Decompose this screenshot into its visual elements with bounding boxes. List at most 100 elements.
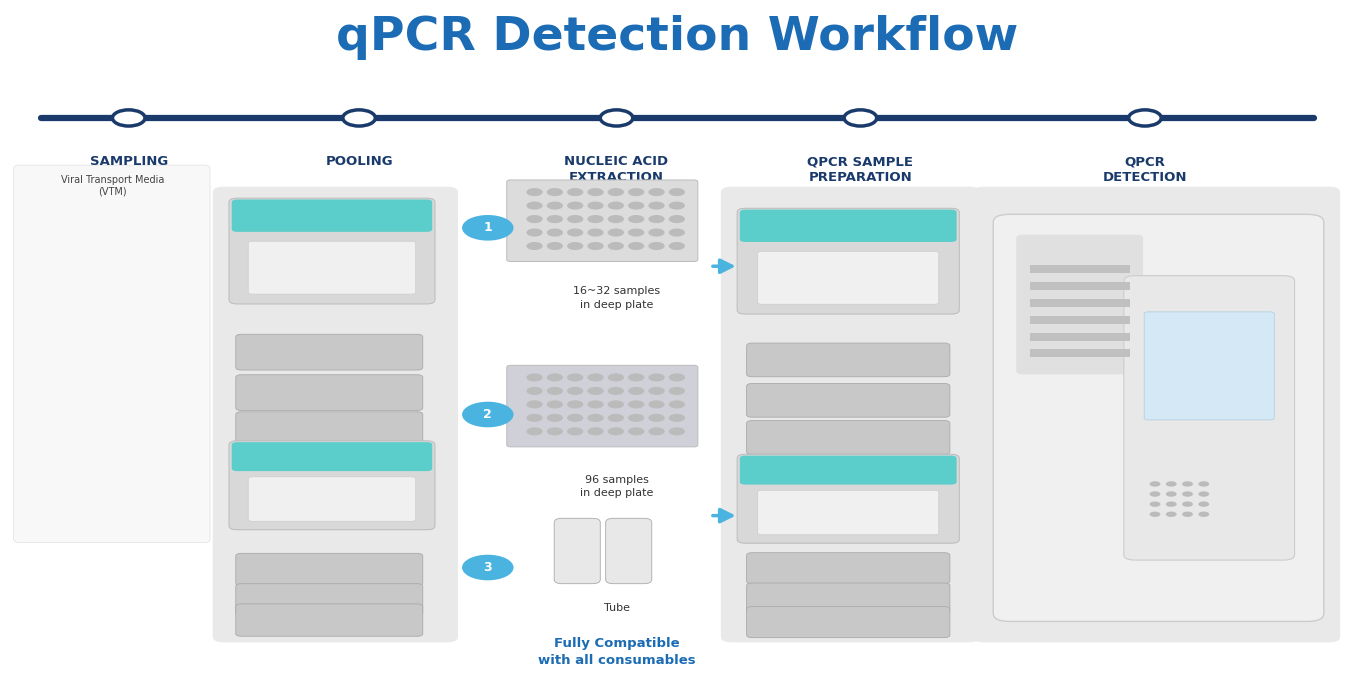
- Circle shape: [526, 228, 542, 237]
- Circle shape: [1129, 110, 1161, 126]
- Circle shape: [1165, 481, 1176, 487]
- FancyBboxPatch shape: [507, 365, 698, 447]
- Circle shape: [526, 414, 542, 422]
- FancyBboxPatch shape: [1030, 282, 1130, 290]
- FancyBboxPatch shape: [236, 604, 423, 636]
- Text: QPCR
DETECTION: QPCR DETECTION: [1103, 155, 1187, 183]
- Circle shape: [1182, 512, 1192, 517]
- Circle shape: [1182, 501, 1192, 507]
- Circle shape: [547, 373, 564, 381]
- Circle shape: [547, 427, 564, 435]
- Circle shape: [588, 373, 604, 381]
- Circle shape: [669, 414, 684, 422]
- Circle shape: [649, 427, 665, 435]
- Circle shape: [568, 387, 584, 395]
- Circle shape: [669, 387, 684, 395]
- Circle shape: [649, 414, 665, 422]
- Circle shape: [649, 202, 665, 210]
- Circle shape: [1182, 481, 1192, 487]
- FancyBboxPatch shape: [1030, 315, 1130, 324]
- FancyBboxPatch shape: [236, 412, 423, 448]
- Circle shape: [588, 427, 604, 435]
- Circle shape: [669, 228, 684, 237]
- Circle shape: [629, 373, 645, 381]
- Circle shape: [629, 228, 645, 237]
- Circle shape: [649, 215, 665, 223]
- Circle shape: [568, 400, 584, 408]
- Circle shape: [568, 427, 584, 435]
- FancyBboxPatch shape: [993, 214, 1324, 621]
- FancyBboxPatch shape: [1030, 349, 1130, 357]
- FancyBboxPatch shape: [213, 187, 458, 642]
- FancyBboxPatch shape: [747, 553, 950, 584]
- Circle shape: [112, 110, 145, 126]
- Circle shape: [1149, 481, 1160, 487]
- Circle shape: [607, 427, 623, 435]
- Circle shape: [607, 202, 623, 210]
- FancyBboxPatch shape: [757, 490, 939, 534]
- Circle shape: [526, 215, 542, 223]
- Circle shape: [568, 414, 584, 422]
- Circle shape: [607, 242, 623, 250]
- FancyBboxPatch shape: [236, 375, 423, 410]
- Circle shape: [669, 188, 684, 196]
- FancyBboxPatch shape: [747, 384, 950, 417]
- Circle shape: [607, 414, 623, 422]
- Circle shape: [600, 110, 633, 126]
- Circle shape: [649, 400, 665, 408]
- FancyBboxPatch shape: [236, 553, 423, 586]
- FancyBboxPatch shape: [507, 180, 698, 262]
- Circle shape: [1165, 491, 1176, 497]
- Circle shape: [607, 188, 623, 196]
- FancyBboxPatch shape: [737, 208, 959, 314]
- FancyBboxPatch shape: [747, 607, 950, 638]
- Circle shape: [568, 202, 584, 210]
- Circle shape: [568, 228, 584, 237]
- Circle shape: [629, 188, 645, 196]
- Circle shape: [526, 427, 542, 435]
- FancyBboxPatch shape: [757, 251, 939, 304]
- Circle shape: [629, 400, 645, 408]
- Circle shape: [588, 215, 604, 223]
- Circle shape: [526, 202, 542, 210]
- FancyBboxPatch shape: [721, 187, 980, 642]
- Circle shape: [607, 373, 623, 381]
- Text: SAMPLING: SAMPLING: [89, 155, 168, 168]
- FancyBboxPatch shape: [1123, 276, 1294, 560]
- FancyBboxPatch shape: [236, 584, 423, 616]
- Circle shape: [629, 242, 645, 250]
- Circle shape: [568, 242, 584, 250]
- Circle shape: [1198, 491, 1209, 497]
- Circle shape: [1182, 491, 1192, 497]
- Circle shape: [1149, 501, 1160, 507]
- Text: POOLING: POOLING: [325, 155, 393, 168]
- Circle shape: [568, 188, 584, 196]
- FancyBboxPatch shape: [229, 198, 435, 304]
- Circle shape: [649, 228, 665, 237]
- FancyBboxPatch shape: [554, 518, 600, 584]
- Circle shape: [547, 188, 564, 196]
- FancyBboxPatch shape: [1030, 299, 1130, 307]
- Circle shape: [629, 215, 645, 223]
- Circle shape: [462, 215, 514, 241]
- FancyBboxPatch shape: [14, 165, 210, 543]
- Circle shape: [568, 373, 584, 381]
- Circle shape: [649, 242, 665, 250]
- Circle shape: [588, 400, 604, 408]
- Circle shape: [669, 373, 684, 381]
- FancyBboxPatch shape: [1030, 332, 1130, 340]
- Circle shape: [649, 373, 665, 381]
- FancyBboxPatch shape: [747, 343, 950, 377]
- Text: 1: 1: [484, 221, 492, 235]
- Circle shape: [1149, 491, 1160, 497]
- Circle shape: [669, 242, 684, 250]
- FancyBboxPatch shape: [606, 518, 652, 584]
- Circle shape: [547, 215, 564, 223]
- Circle shape: [462, 555, 514, 580]
- FancyBboxPatch shape: [232, 200, 432, 232]
- Text: Viral Transport Media
(VTM): Viral Transport Media (VTM): [61, 175, 164, 197]
- Circle shape: [588, 242, 604, 250]
- Text: qPCR Detection Workflow: qPCR Detection Workflow: [336, 15, 1019, 59]
- Circle shape: [649, 387, 665, 395]
- Circle shape: [629, 427, 645, 435]
